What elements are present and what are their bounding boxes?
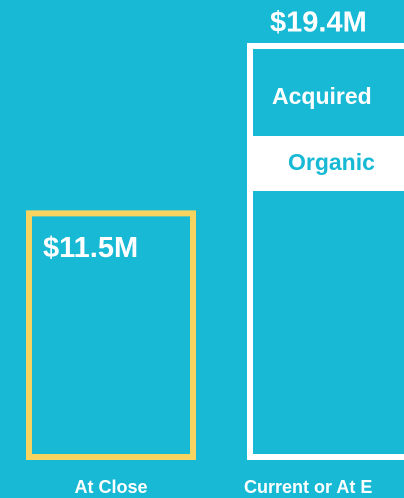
value-label: $11.5M [43, 232, 138, 264]
bar [26, 210, 196, 460]
bar [247, 43, 404, 460]
segment-label: Organic [288, 149, 375, 175]
x-tick-label: Current or At E [244, 477, 372, 497]
value-label: $19.4M [270, 7, 367, 39]
x-tick-label: At Close [74, 477, 147, 497]
segment-label: Acquired [272, 83, 372, 109]
segment-band [250, 136, 404, 191]
